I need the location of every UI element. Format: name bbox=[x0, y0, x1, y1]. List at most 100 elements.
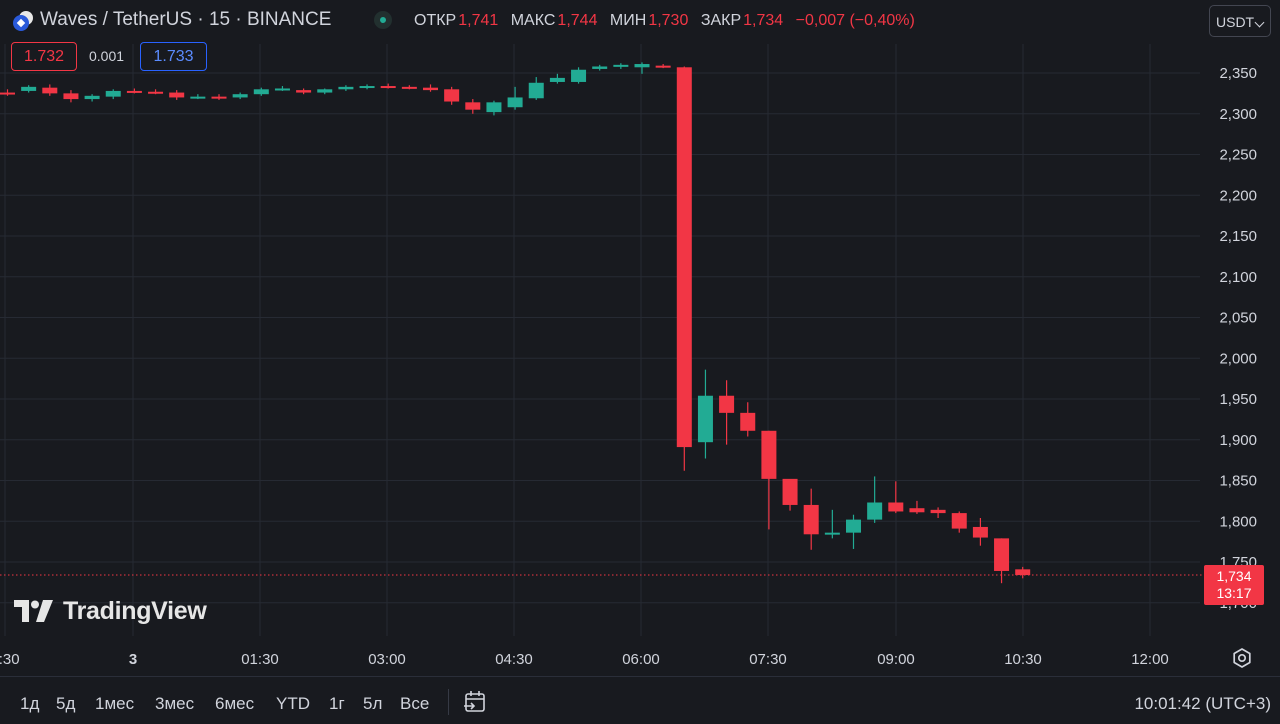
candle bbox=[719, 380, 735, 445]
candle-body bbox=[253, 89, 269, 95]
waves-logo-icon bbox=[13, 11, 33, 31]
candle bbox=[486, 100, 502, 116]
price-tick-label: 1,850 bbox=[1219, 473, 1257, 490]
candle-body bbox=[803, 504, 819, 535]
market-status-icon[interactable] bbox=[374, 11, 392, 29]
price-tick-label: 1,900 bbox=[1219, 432, 1257, 449]
candle-body bbox=[571, 69, 587, 82]
candle-body bbox=[380, 86, 396, 89]
candle-body bbox=[42, 87, 58, 94]
candle-body bbox=[676, 67, 692, 448]
candle-body bbox=[846, 519, 861, 533]
candle bbox=[1015, 566, 1031, 579]
price-tick-label: 1,950 bbox=[1219, 391, 1257, 408]
candle-body bbox=[274, 88, 290, 91]
candle bbox=[634, 62, 650, 74]
candle bbox=[42, 84, 58, 96]
price-tick-label: 2,300 bbox=[1219, 106, 1257, 123]
price-tick-label: 2,150 bbox=[1219, 228, 1257, 245]
price-tick-label: 2,250 bbox=[1219, 147, 1257, 164]
candle bbox=[253, 87, 269, 96]
timeframe-all[interactable]: Все bbox=[400, 694, 430, 713]
candle bbox=[571, 67, 587, 84]
close-value: 1,734 bbox=[743, 12, 784, 29]
candle-body bbox=[444, 89, 460, 102]
timezone-clock[interactable]: 10:01:42 (UTC+3) bbox=[1134, 694, 1271, 713]
candle-body bbox=[930, 509, 946, 514]
candle bbox=[274, 86, 290, 91]
candle bbox=[867, 476, 883, 523]
bottom-toolbar: 1д 5д 1мес 3мес 6мес YTD 1г 5л Все 10:01… bbox=[0, 676, 1280, 724]
low-label: МИН bbox=[609, 12, 647, 29]
time-tick-label: 06:00 bbox=[622, 651, 660, 668]
price-chart[interactable]: 1,7001,7501,8001,8501,9001,9502,0002,050… bbox=[0, 0, 1280, 676]
candle bbox=[740, 402, 756, 437]
candle-body bbox=[211, 96, 227, 99]
price-axis[interactable]: 1,7001,7501,8001,8501,9001,9502,0002,050… bbox=[1219, 65, 1257, 612]
price-tick-label: 2,100 bbox=[1219, 269, 1257, 286]
candle bbox=[697, 369, 713, 459]
candle-body bbox=[951, 513, 967, 529]
candle bbox=[824, 509, 840, 539]
candle bbox=[317, 88, 333, 95]
candle-body bbox=[592, 66, 608, 69]
buy-price-button[interactable]: 1.733 bbox=[140, 42, 207, 71]
candle-body bbox=[465, 102, 481, 110]
spread-value: 0.001 bbox=[89, 48, 125, 64]
candle bbox=[359, 84, 375, 90]
close-label: ЗАКР bbox=[700, 12, 742, 29]
candle-body bbox=[296, 90, 312, 93]
candle-body bbox=[1015, 569, 1031, 576]
candle bbox=[444, 86, 460, 105]
candle bbox=[592, 64, 608, 71]
change-value: −0,007 (−0,40%) bbox=[795, 12, 915, 29]
currency-dropdown[interactable]: USDT bbox=[1209, 5, 1271, 37]
time-tick-label: 3 bbox=[129, 651, 137, 668]
candle-body bbox=[782, 478, 798, 505]
candle bbox=[803, 488, 819, 550]
symbol-title[interactable]: Waves / TetherUS · 15 · BINANCE bbox=[40, 9, 332, 30]
candle-body bbox=[697, 395, 713, 443]
timeframe-6m[interactable]: 6мес bbox=[215, 694, 255, 713]
currency-label: USDT bbox=[1216, 14, 1255, 30]
candle bbox=[549, 73, 565, 84]
open-value: 1,741 bbox=[458, 12, 499, 29]
candle-body bbox=[634, 64, 650, 68]
candle-body bbox=[21, 86, 37, 91]
candle bbox=[761, 430, 777, 530]
time-tick-label: 2:30 bbox=[0, 651, 20, 668]
candle bbox=[105, 89, 121, 100]
candle bbox=[21, 85, 37, 93]
gear-icon[interactable] bbox=[1231, 647, 1253, 669]
timeframe-3m[interactable]: 3мес bbox=[155, 694, 195, 713]
candle bbox=[423, 84, 438, 92]
candle-body bbox=[719, 395, 735, 413]
low-value: 1,730 bbox=[648, 12, 689, 29]
time-axis[interactable]: 2:30 3 01:30 03:00 04:30 06:00 07:30 09:00 10:30… bbox=[0, 651, 1169, 668]
candle-body bbox=[994, 538, 1010, 571]
timeframe-1m[interactable]: 1мес bbox=[95, 694, 135, 713]
candle-body bbox=[148, 91, 164, 94]
chart-header: Waves / TetherUS · 15 · BINANCE ОТКР 1,74… bbox=[0, 0, 1200, 42]
timeframe-5d[interactable]: 5д bbox=[56, 694, 76, 713]
candle-body bbox=[824, 532, 840, 535]
candle bbox=[211, 94, 227, 100]
candle-body bbox=[338, 86, 354, 90]
candle bbox=[465, 99, 481, 114]
timeframe-1d[interactable]: 1д bbox=[20, 694, 40, 713]
candle bbox=[930, 507, 946, 518]
candle bbox=[782, 478, 798, 511]
candle bbox=[84, 94, 100, 102]
timeframe-1y[interactable]: 1г bbox=[329, 694, 345, 713]
calendar-goto-date-icon[interactable] bbox=[462, 689, 488, 715]
candle bbox=[63, 90, 79, 103]
timeframe-ytd[interactable]: YTD bbox=[276, 694, 310, 713]
candle bbox=[994, 538, 1010, 584]
candle bbox=[338, 85, 354, 91]
timeframe-5y[interactable]: 5л bbox=[363, 694, 383, 713]
candle-body bbox=[740, 412, 756, 431]
candle-body bbox=[423, 87, 438, 91]
chevron-down-icon bbox=[1254, 17, 1265, 28]
sell-price-button[interactable]: 1.732 bbox=[11, 42, 77, 71]
candle-countdown: 13:17 bbox=[1216, 585, 1252, 601]
